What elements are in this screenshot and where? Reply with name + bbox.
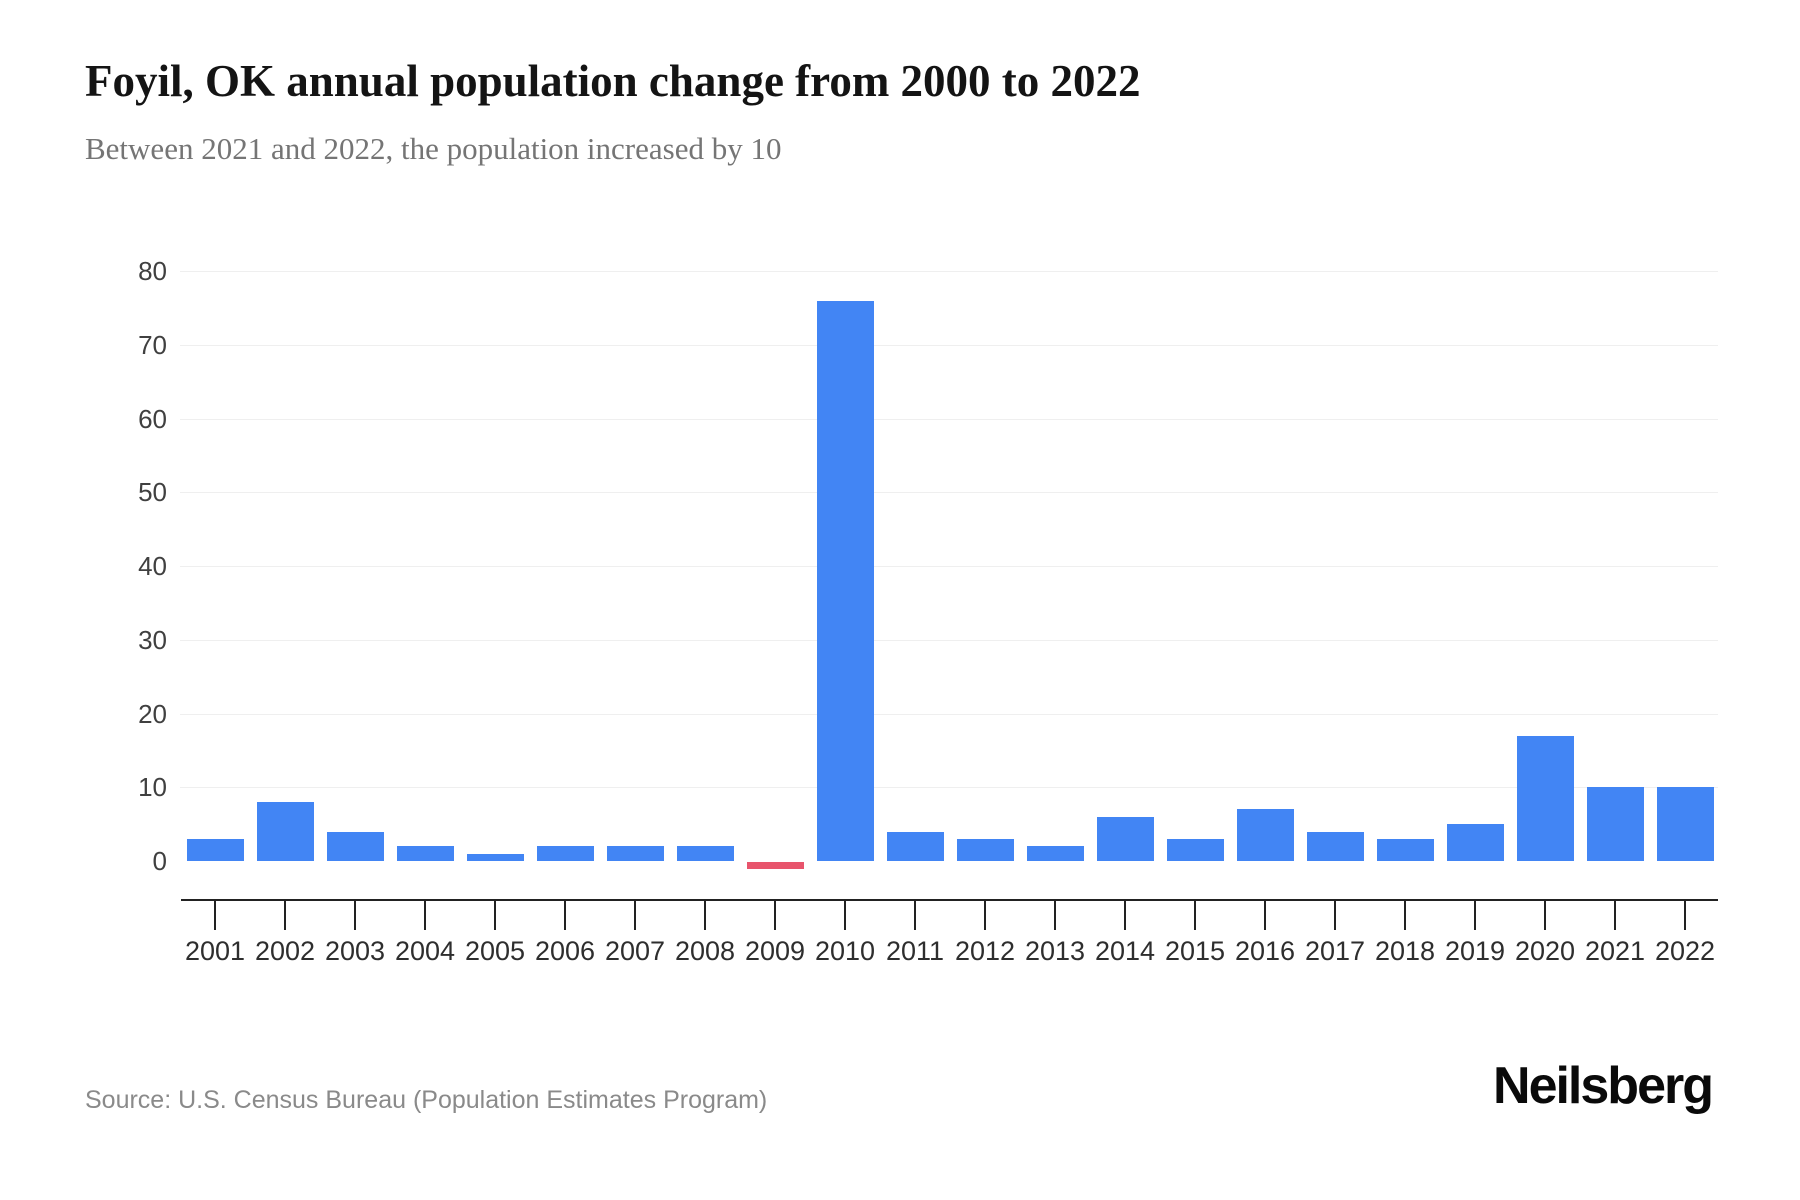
x-axis-label-2004: 2004 [394,936,456,966]
bar-2019[interactable] [1446,824,1504,861]
bar-2022[interactable] [1656,787,1714,861]
bar-2008[interactable] [676,846,734,861]
x-axis-tick [494,901,496,930]
y-gridline-50 [180,492,1718,494]
x-axis-tick [354,901,356,930]
bar-2004[interactable] [396,846,454,861]
neilsberg-logo: Neilsberg [1493,1057,1714,1115]
x-axis-tick [1194,901,1196,930]
x-axis-tick [774,901,776,930]
x-axis-label-2019: 2019 [1444,936,1506,966]
x-axis-tick [1054,901,1056,930]
y-axis-tick-label: 20 [138,698,167,729]
x-axis-label-2014: 2014 [1094,936,1156,966]
bar-2020[interactable] [1516,735,1574,861]
x-axis-tick [1124,901,1126,930]
x-axis-tick [424,901,426,930]
x-axis-label-2010: 2010 [814,936,876,966]
x-axis-tick [984,901,986,930]
y-axis-tick-label: 60 [138,403,167,434]
y-axis-tick-label: 0 [152,846,167,876]
bar-2014[interactable] [1096,816,1154,861]
x-axis-label-2015: 2015 [1164,936,1226,966]
bar-2003[interactable] [326,831,384,861]
x-axis-tick [844,901,846,930]
chart-title: Foyil, OK annual population change from … [85,56,1141,106]
y-gridline-30 [180,639,1718,641]
y-gridline-80 [180,271,1718,272]
y-gridline-10 [180,787,1718,789]
x-axis-tick [1264,901,1266,930]
y-axis-tick-label: 40 [138,551,167,581]
y-gridline-40 [180,566,1718,567]
x-axis-tick [1474,901,1476,930]
y-gridline-60 [180,418,1718,420]
bar-2007[interactable] [606,846,664,861]
bar-2012[interactable] [956,838,1014,861]
bar-2016[interactable] [1236,809,1294,861]
x-axis-label-2006: 2006 [534,936,596,966]
bar-2017[interactable] [1306,831,1364,861]
y-axis-tick-label: 10 [138,772,167,803]
bar-2018[interactable] [1376,838,1434,861]
y-gridline-70 [180,344,1718,346]
x-axis-label-2021: 2021 [1584,936,1646,966]
y-axis-tick-label: 30 [138,624,167,655]
x-axis-label-2007: 2007 [604,936,666,966]
x-axis-line [181,899,1718,901]
y-gridline-20 [180,713,1718,715]
x-axis-label-2017: 2017 [1304,936,1366,966]
y-axis-tick-label: 70 [138,329,167,360]
bar-2009[interactable] [746,862,804,870]
bar-2021[interactable] [1586,787,1644,861]
x-axis-label-2001: 2001 [184,936,246,966]
x-axis-tick [1334,901,1336,930]
x-axis-label-2013: 2013 [1024,936,1086,966]
bar-2001[interactable] [186,838,244,861]
x-axis-tick [564,901,566,930]
source-attribution: Source: U.S. Census Bureau (Population E… [85,1086,768,1114]
x-axis-tick [634,901,636,930]
x-axis-tick [914,901,916,930]
chart-subtitle: Between 2021 and 2022, the population in… [85,131,782,166]
x-axis-tick [214,901,216,930]
x-axis-label-2009: 2009 [744,936,806,966]
bar-2015[interactable] [1166,838,1224,861]
x-axis-label-2016: 2016 [1234,936,1296,966]
x-axis-tick [704,901,706,930]
bar-2005[interactable] [466,853,524,861]
x-axis-label-2018: 2018 [1374,936,1436,966]
x-axis-label-2020: 2020 [1514,936,1576,966]
x-axis-label-2011: 2011 [885,936,945,966]
x-axis-tick [1404,901,1406,930]
bar-2006[interactable] [536,846,594,861]
bar-2011[interactable] [886,831,944,861]
x-axis-label-2003: 2003 [324,936,386,966]
x-axis-tick [1684,901,1686,930]
bar-2010[interactable] [816,300,874,861]
bar-2013[interactable] [1026,846,1084,861]
x-axis-label-2012: 2012 [954,936,1016,966]
x-axis-tick [1544,901,1546,930]
y-axis-tick-label: 80 [138,256,167,286]
x-axis-label-2008: 2008 [674,936,736,966]
x-axis-tick [1614,901,1616,930]
x-axis-label-2022: 2022 [1654,936,1716,966]
bar-2002[interactable] [256,802,314,861]
x-axis-label-2002: 2002 [254,936,316,966]
x-axis-label-2005: 2005 [464,936,526,966]
y-axis-tick-label: 50 [138,477,167,508]
x-axis-tick [284,901,286,930]
